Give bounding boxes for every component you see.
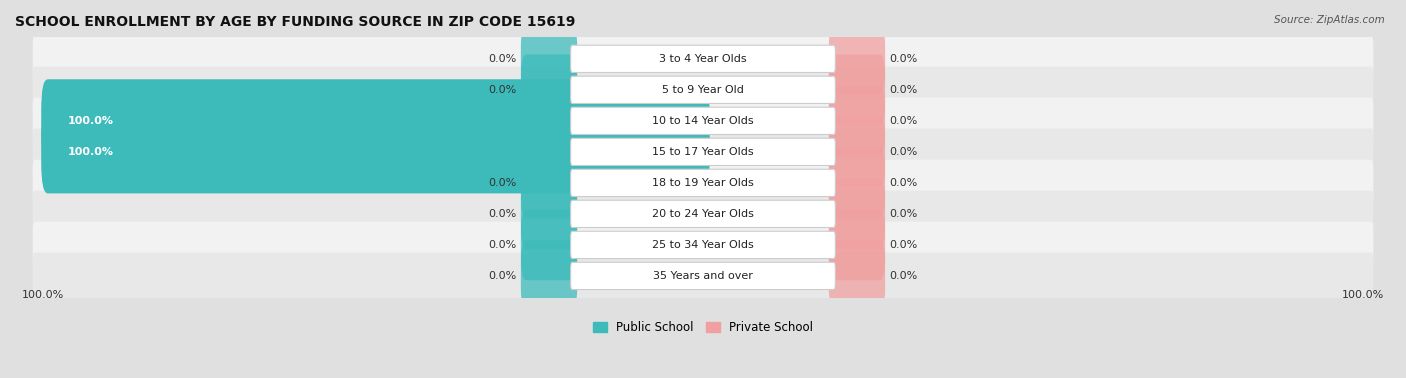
FancyBboxPatch shape (571, 169, 835, 197)
Text: 0.0%: 0.0% (890, 209, 918, 219)
Text: 0.0%: 0.0% (890, 85, 918, 95)
Text: 20 to 24 Year Olds: 20 to 24 Year Olds (652, 209, 754, 219)
FancyBboxPatch shape (32, 191, 1374, 237)
FancyBboxPatch shape (520, 178, 578, 249)
FancyBboxPatch shape (41, 79, 710, 163)
Text: 0.0%: 0.0% (890, 178, 918, 188)
FancyBboxPatch shape (32, 98, 1374, 144)
Text: 0.0%: 0.0% (488, 54, 516, 64)
Text: 0.0%: 0.0% (488, 240, 516, 250)
FancyBboxPatch shape (828, 178, 886, 249)
Text: 10 to 14 Year Olds: 10 to 14 Year Olds (652, 116, 754, 126)
FancyBboxPatch shape (32, 36, 1374, 82)
FancyBboxPatch shape (828, 240, 886, 311)
Text: 25 to 34 Year Olds: 25 to 34 Year Olds (652, 240, 754, 250)
FancyBboxPatch shape (828, 116, 886, 187)
FancyBboxPatch shape (571, 76, 835, 104)
Text: 0.0%: 0.0% (890, 271, 918, 281)
FancyBboxPatch shape (828, 147, 886, 218)
FancyBboxPatch shape (828, 23, 886, 94)
Text: 15 to 17 Year Olds: 15 to 17 Year Olds (652, 147, 754, 157)
Text: 18 to 19 Year Olds: 18 to 19 Year Olds (652, 178, 754, 188)
FancyBboxPatch shape (828, 54, 886, 125)
FancyBboxPatch shape (571, 231, 835, 259)
FancyBboxPatch shape (520, 54, 578, 125)
FancyBboxPatch shape (32, 222, 1374, 268)
Legend: Public School, Private School: Public School, Private School (588, 316, 818, 339)
Text: SCHOOL ENROLLMENT BY AGE BY FUNDING SOURCE IN ZIP CODE 15619: SCHOOL ENROLLMENT BY AGE BY FUNDING SOUR… (15, 15, 575, 29)
Text: 0.0%: 0.0% (890, 147, 918, 157)
FancyBboxPatch shape (520, 209, 578, 280)
Text: 100.0%: 100.0% (67, 116, 114, 126)
FancyBboxPatch shape (571, 45, 835, 73)
Text: 100.0%: 100.0% (67, 147, 114, 157)
FancyBboxPatch shape (571, 138, 835, 166)
FancyBboxPatch shape (41, 110, 710, 194)
FancyBboxPatch shape (32, 160, 1374, 206)
Text: Source: ZipAtlas.com: Source: ZipAtlas.com (1274, 15, 1385, 25)
FancyBboxPatch shape (520, 147, 578, 218)
FancyBboxPatch shape (571, 107, 835, 135)
Text: 0.0%: 0.0% (488, 85, 516, 95)
FancyBboxPatch shape (571, 200, 835, 228)
FancyBboxPatch shape (520, 240, 578, 311)
Text: 35 Years and over: 35 Years and over (652, 271, 754, 281)
FancyBboxPatch shape (571, 262, 835, 290)
FancyBboxPatch shape (828, 85, 886, 156)
Text: 5 to 9 Year Old: 5 to 9 Year Old (662, 85, 744, 95)
FancyBboxPatch shape (32, 67, 1374, 113)
FancyBboxPatch shape (32, 253, 1374, 299)
Text: 0.0%: 0.0% (890, 240, 918, 250)
Text: 0.0%: 0.0% (890, 54, 918, 64)
FancyBboxPatch shape (32, 129, 1374, 175)
Text: 3 to 4 Year Olds: 3 to 4 Year Olds (659, 54, 747, 64)
Text: 0.0%: 0.0% (890, 116, 918, 126)
Text: 100.0%: 100.0% (1343, 290, 1385, 299)
FancyBboxPatch shape (520, 23, 578, 94)
Text: 0.0%: 0.0% (488, 178, 516, 188)
Text: 100.0%: 100.0% (21, 290, 63, 299)
FancyBboxPatch shape (828, 209, 886, 280)
Text: 0.0%: 0.0% (488, 209, 516, 219)
Text: 0.0%: 0.0% (488, 271, 516, 281)
